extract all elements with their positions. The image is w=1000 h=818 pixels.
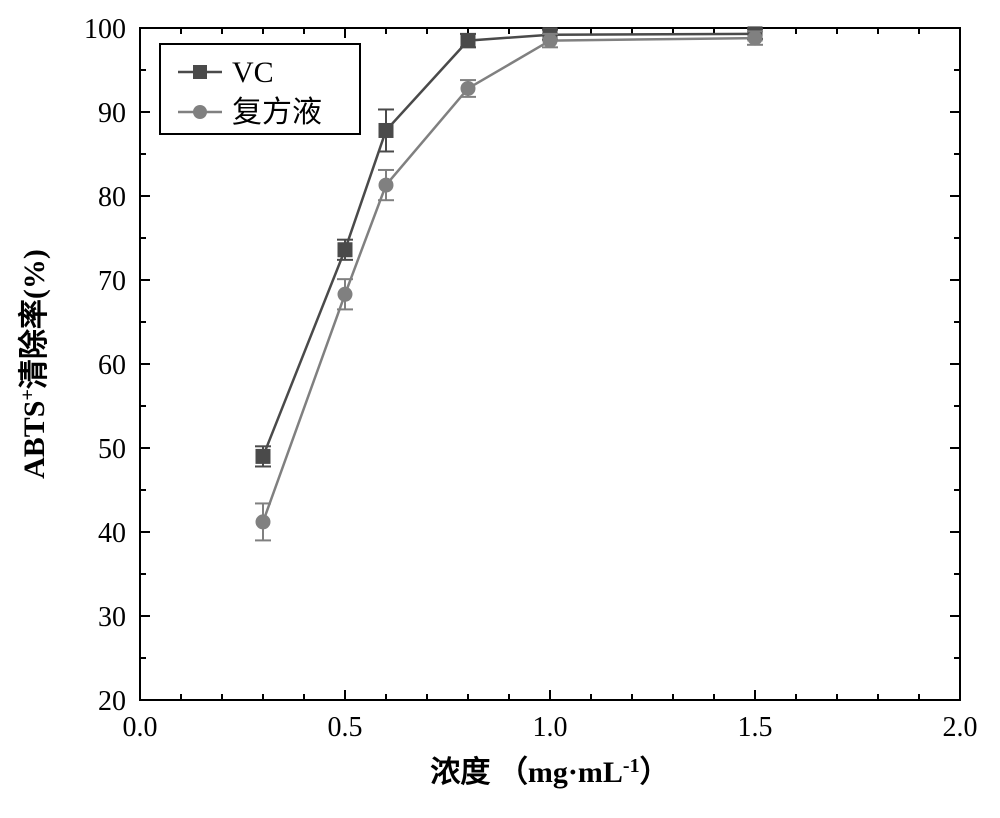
x-axis-label: 浓度 （mg·mL-1） <box>430 755 669 789</box>
y-tick-label: 40 <box>98 518 126 549</box>
y-tick-label: 60 <box>98 350 126 381</box>
marker-circle <box>379 178 393 192</box>
legend-label: 复方液 <box>232 96 322 129</box>
y-tick-label: 20 <box>98 686 126 717</box>
marker-circle <box>748 31 762 45</box>
x-tick-label: 0.5 <box>328 712 363 743</box>
x-tick-label: 0.0 <box>123 712 158 743</box>
abts-chart: 0.0 0.5 1.0 1.5 2.0 20 30 40 50 60 70 80 90 100 浓度 （mg… <box>0 0 1000 818</box>
y-axis-label: ABTS+清除率(%) <box>17 249 51 479</box>
y-tick-label: 90 <box>98 98 126 129</box>
marker-square <box>379 123 393 137</box>
y-tick-label: 70 <box>98 266 126 297</box>
chart-svg: 0.0 0.5 1.0 1.5 2.0 20 30 40 50 60 70 80 90 100 浓度 （mg… <box>0 0 1000 818</box>
y-tick-label: 100 <box>84 14 126 45</box>
y-tick-label: 80 <box>98 182 126 213</box>
x-tick-label: 1.0 <box>533 712 568 743</box>
x-tick-label: 2.0 <box>943 712 978 743</box>
x-tick-label: 1.5 <box>738 712 773 743</box>
legend-label: VC <box>232 56 274 89</box>
marker-circle <box>543 34 557 48</box>
y-tick-label: 30 <box>98 602 126 633</box>
marker-circle <box>338 287 352 301</box>
marker-square <box>256 449 270 463</box>
marker-square <box>461 34 475 48</box>
marker-circle <box>461 81 475 95</box>
y-tick-label: 50 <box>98 434 126 465</box>
marker-square <box>338 243 352 257</box>
marker-circle <box>256 515 270 529</box>
